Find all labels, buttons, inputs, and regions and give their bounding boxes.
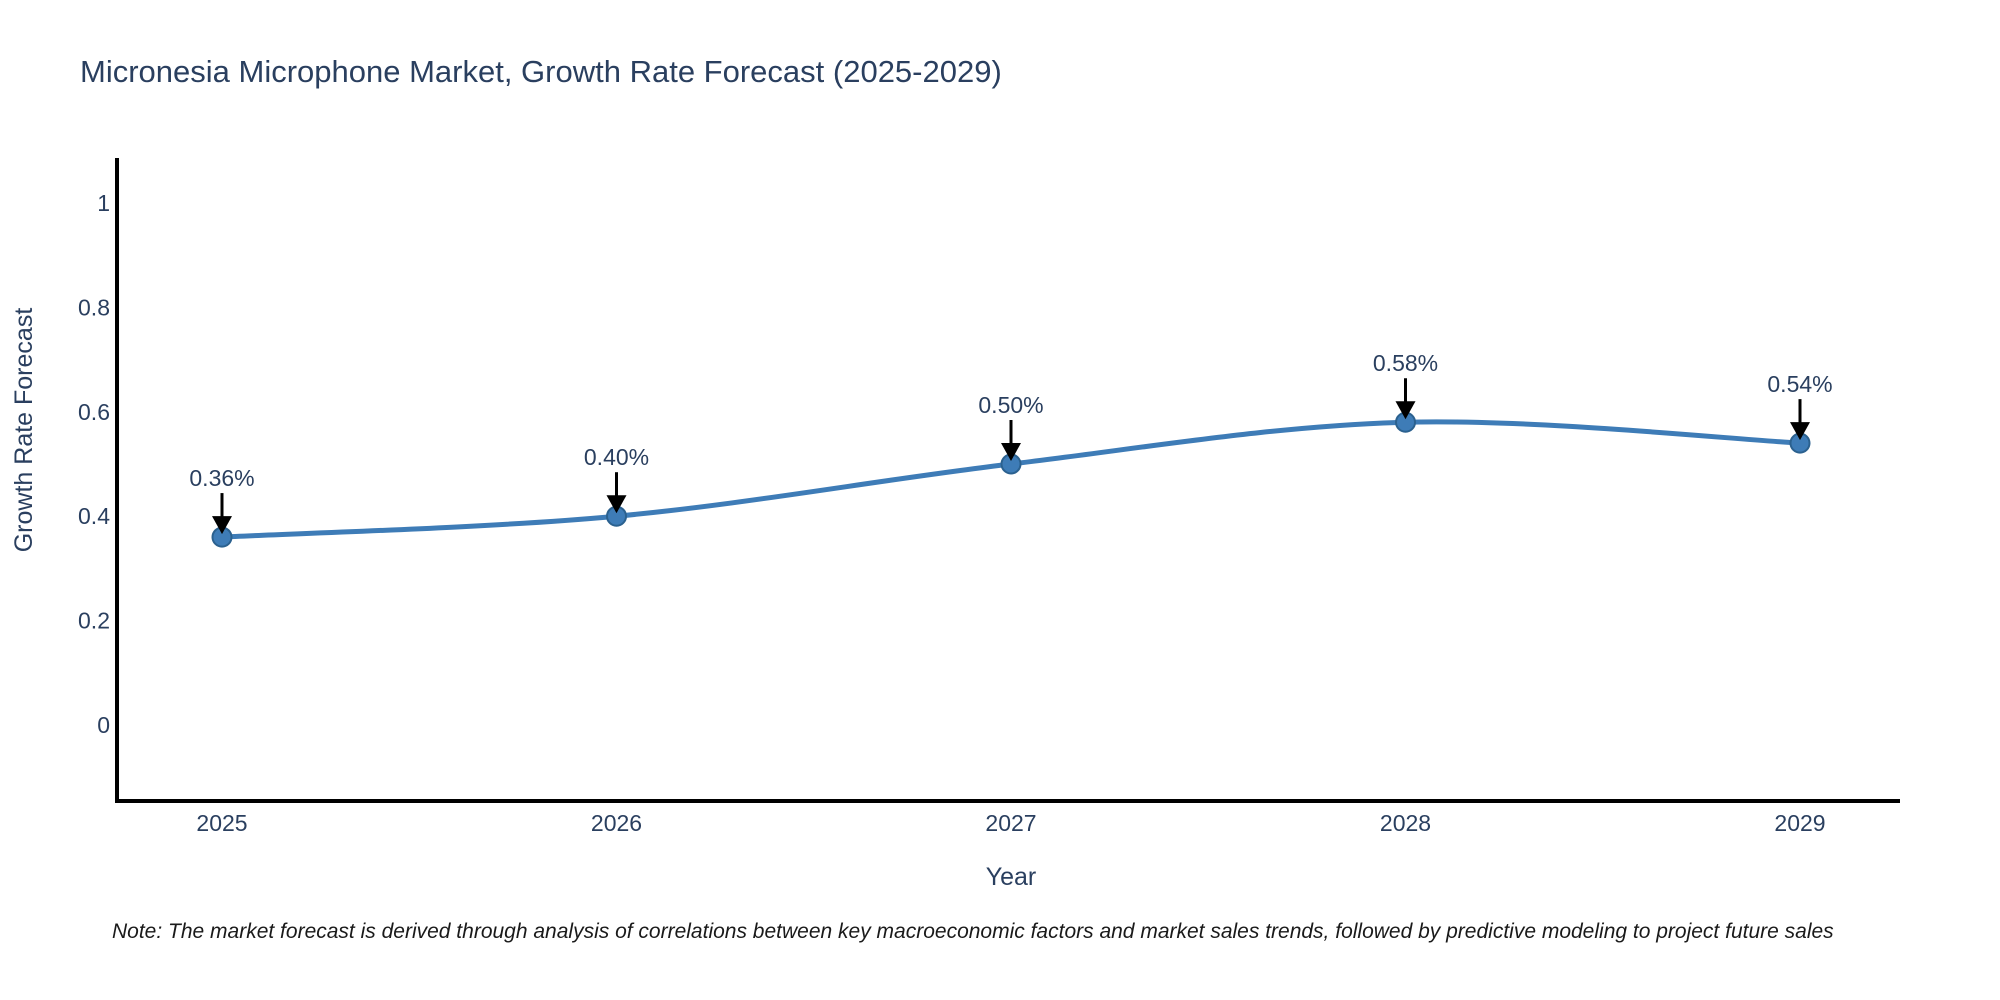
x-axis-title: Year	[986, 863, 1037, 891]
annotation-arrowhead-icon	[1001, 443, 1021, 461]
y-axis-ticks: 0 0.2 0.4 0.6 0.8 1	[78, 190, 110, 738]
chart-footnote: Note: The market forecast is derived thr…	[112, 920, 1834, 943]
y-tick-label: 0.6	[78, 399, 110, 425]
data-label: 0.54%	[1767, 371, 1832, 397]
x-tick-label: 2027	[985, 810, 1036, 836]
x-tick-label: 2026	[591, 810, 642, 836]
annotation-arrowhead-icon	[606, 495, 627, 514]
x-axis-ticks: 2025 2026 2027 2028 2029	[196, 810, 1825, 836]
data-label: 0.58%	[1373, 350, 1438, 376]
y-tick-label: 0	[97, 712, 110, 738]
x-tick-label: 2025	[196, 810, 247, 836]
chart-title: Micronesia Microphone Market, Growth Rat…	[80, 54, 1002, 89]
y-tick-label: 0.4	[78, 503, 110, 529]
annotation-arrowhead-icon	[1790, 422, 1810, 441]
x-tick-label: 2028	[1380, 810, 1431, 836]
data-label: 0.36%	[189, 465, 254, 491]
annotation-arrowhead-icon	[212, 516, 232, 535]
x-tick-label: 2029	[1774, 810, 1825, 836]
data-label: 0.40%	[584, 444, 649, 470]
annotation-arrowhead-icon	[1395, 401, 1416, 420]
y-tick-label: 0.8	[78, 294, 110, 320]
annotations-group: 0.36% 0.40% 0.50% 0.58% 0.54%	[189, 350, 1833, 535]
data-label: 0.50%	[978, 392, 1043, 418]
y-tick-label: 1	[97, 190, 110, 216]
y-tick-label: 0.2	[78, 608, 110, 634]
y-axis-title: Growth Rate Forecast	[10, 308, 38, 553]
